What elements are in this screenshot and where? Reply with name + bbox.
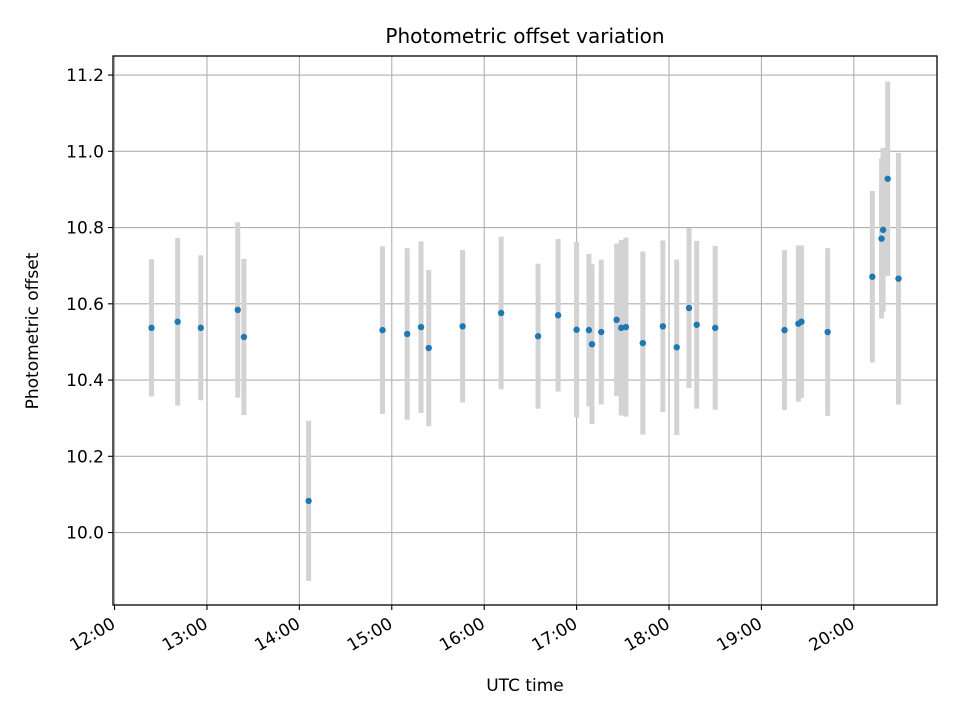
data-point [554, 312, 562, 319]
data-point [240, 333, 248, 341]
data-point [693, 321, 700, 328]
y-tick-label: 10.6 [66, 295, 104, 315]
data-points [148, 175, 902, 505]
data-point [781, 326, 788, 334]
data-point [659, 323, 667, 330]
data-point [798, 318, 805, 325]
plot-frame [112, 55, 938, 606]
x-tick-label: 19:00 [713, 614, 765, 656]
data-point [459, 323, 466, 330]
y-tick-label: 10.2 [66, 447, 104, 467]
data-point [673, 344, 680, 351]
chart-title: Photometric offset variation [385, 24, 664, 48]
data-point [305, 497, 312, 505]
data-point [497, 309, 505, 317]
data-point [148, 324, 155, 332]
data-point [613, 316, 620, 324]
data-point [174, 318, 181, 325]
data-point [622, 323, 630, 331]
x-tick-label: 15:00 [344, 614, 396, 656]
data-point [585, 326, 593, 334]
data-point [197, 324, 204, 332]
data-point [685, 304, 693, 312]
data-point [573, 326, 580, 333]
x-tick-label: 17:00 [529, 614, 581, 656]
data-point [403, 330, 411, 338]
data-point [234, 306, 241, 314]
data-point [639, 339, 647, 347]
x-tick-label: 12:00 [67, 614, 119, 656]
x-axis-label: UTC time [486, 676, 564, 696]
data-point [712, 324, 719, 332]
data-point [588, 341, 596, 348]
data-point [379, 326, 386, 334]
y-tick-label: 11.2 [66, 66, 104, 86]
x-tick-label: 18:00 [621, 614, 673, 656]
data-point [879, 226, 887, 234]
data-point [824, 328, 831, 336]
data-point [417, 323, 425, 331]
y-axis-label: Photometric offset [23, 252, 43, 409]
x-tick-label: 20:00 [806, 614, 858, 656]
x-tick-label: 14:00 [251, 614, 303, 656]
data-point [869, 273, 876, 280]
data-point [884, 175, 891, 182]
x-tick-label: 16:00 [436, 614, 488, 656]
x-tick-label: 13:00 [159, 614, 211, 656]
data-point [598, 328, 605, 336]
data-point [425, 344, 432, 352]
y-tick-label: 10.8 [66, 219, 104, 239]
y-tick-label: 10.4 [66, 371, 104, 391]
y-tick-label: 10.0 [66, 524, 104, 544]
data-point [878, 235, 885, 242]
data-point [534, 333, 542, 340]
data-point [895, 275, 902, 282]
y-tick-label: 11.0 [66, 142, 104, 162]
